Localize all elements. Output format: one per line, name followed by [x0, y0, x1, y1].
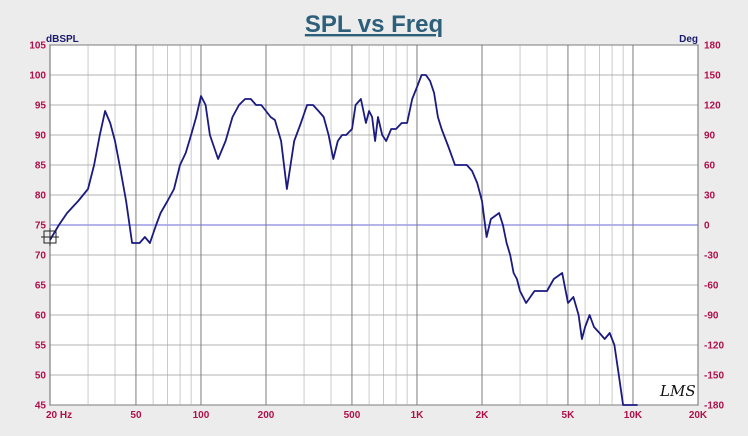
y-tick-label: 75: [35, 221, 47, 232]
series-group: [49, 74, 638, 406]
x-tick-label: 5K: [562, 410, 576, 421]
cursor-marker[interactable]: [41, 228, 59, 246]
y2-tick-label: 30: [704, 191, 716, 202]
y2-tick-label: -150: [704, 371, 724, 382]
y2-tick-label: 60: [704, 161, 716, 172]
y-tick-label: 105: [29, 41, 46, 52]
y-axis-label-right: Deg: [679, 34, 698, 45]
chart-title: SPL vs Freq: [305, 11, 443, 38]
y2-tick-label: -30: [704, 251, 719, 262]
y2-tick-label: 180: [704, 41, 721, 52]
y2-tick-label: -120: [704, 341, 724, 352]
axis-ticks: 105 100 95 90 85 80 75 70 65 60 55 50 45 180 150 120 90 6…: [29, 41, 724, 422]
y2-tick-label: 150: [704, 71, 721, 82]
x-tick-label: 20 Hz: [46, 410, 72, 421]
y2-tick-label: 120: [704, 101, 721, 112]
y-tick-label: 85: [35, 161, 47, 172]
grid-lines: [49, 44, 699, 406]
series-line: [49, 74, 638, 406]
x-tick-label: 200: [258, 410, 275, 421]
y-tick-label: 60: [35, 311, 47, 322]
x-tick-label: 10K: [624, 410, 643, 421]
y2-tick-label: -180: [704, 401, 724, 412]
y-tick-label: 55: [35, 341, 47, 352]
y-tick-label: 80: [35, 191, 47, 202]
y-tick-label: 50: [35, 371, 47, 382]
y-tick-label: 90: [35, 131, 47, 142]
y-tick-label: 45: [35, 401, 47, 412]
y2-tick-label: -90: [704, 311, 719, 322]
y-tick-label: 65: [35, 281, 47, 292]
y2-tick-label: -60: [704, 281, 719, 292]
lms-logo: LMS: [659, 382, 696, 400]
x-tick-label: 100: [193, 410, 210, 421]
x-tick-label: 20K: [689, 410, 708, 421]
y-tick-label: 70: [35, 251, 47, 262]
y-tick-label: 100: [29, 71, 46, 82]
y2-tick-label: 90: [704, 131, 716, 142]
x-tick-label: 500: [344, 410, 361, 421]
x-tick-label: 50: [130, 410, 142, 421]
y2-tick-label: 0: [704, 221, 710, 232]
x-tick-label: 2K: [476, 410, 490, 421]
y-axis-label-left: dBSPL: [46, 34, 79, 45]
x-tick-label: 1K: [411, 410, 425, 421]
y-tick-label: 95: [35, 101, 47, 112]
